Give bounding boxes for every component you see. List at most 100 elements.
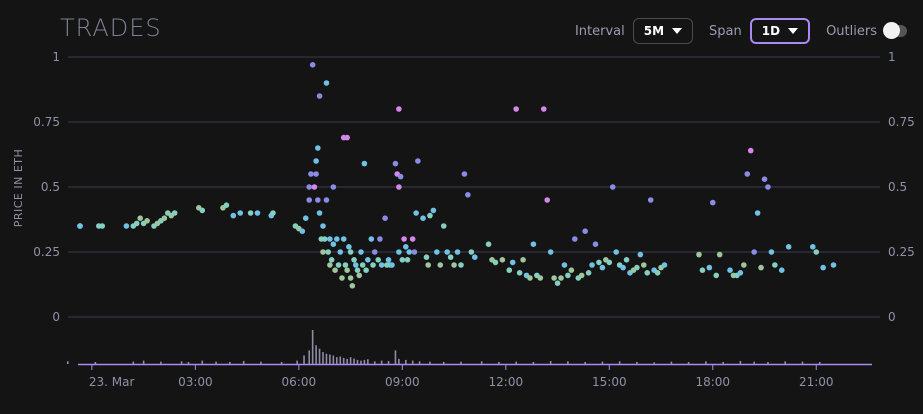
- chevron-down-icon: [672, 28, 683, 34]
- volume-bar: [349, 357, 352, 364]
- trade-point: [377, 236, 383, 242]
- grid-lines: [68, 56, 880, 318]
- chart-controls: Interval 5M Span 1D Outliers: [575, 16, 907, 46]
- trade-point: [99, 223, 106, 229]
- trade-point: [640, 262, 647, 268]
- trade-point: [413, 210, 419, 216]
- trade-point: [471, 254, 478, 260]
- volume-bar: [636, 361, 638, 364]
- volume-bar: [818, 361, 821, 364]
- trade-point: [765, 184, 771, 190]
- volume-bar: [532, 361, 535, 364]
- trade-point: [778, 267, 785, 274]
- trade-point: [368, 236, 375, 242]
- trade-point: [499, 257, 506, 263]
- x-tick-label: 03:00: [178, 375, 213, 389]
- trade-point: [77, 223, 83, 229]
- volume-bar: [280, 361, 283, 364]
- trade-point: [382, 215, 388, 221]
- volume-bar: [332, 355, 335, 364]
- trade-point: [716, 251, 723, 258]
- trade-point: [346, 244, 352, 250]
- span-dropdown[interactable]: 1D: [749, 18, 811, 44]
- trade-point: [582, 228, 588, 234]
- trade-point: [427, 212, 433, 219]
- trade-point: [440, 223, 447, 229]
- trade-point: [513, 106, 519, 112]
- volume-bar: [363, 359, 366, 364]
- volume-bar: [722, 361, 724, 364]
- trade-point: [406, 249, 413, 255]
- trade-point: [830, 262, 837, 268]
- volume-bar: [687, 361, 690, 364]
- trade-point: [389, 262, 395, 268]
- trade-point: [342, 262, 349, 268]
- trade-point: [144, 218, 150, 224]
- trade-point: [785, 244, 792, 250]
- trade-point: [133, 220, 140, 227]
- span-value: 1D: [761, 24, 781, 38]
- trade-point: [337, 249, 344, 255]
- trade-point: [396, 106, 402, 112]
- volume-bar: [318, 348, 321, 364]
- x-tick-label: 18:00: [695, 375, 730, 389]
- trade-point: [430, 207, 437, 214]
- outliers-toggle[interactable]: [883, 22, 907, 39]
- axes: 1 1 0.75 0.75 0.5 0.5 0.25 0.25 0 0 23. Mar 03:00 06…: [33, 50, 914, 389]
- trade-point: [356, 272, 363, 279]
- volume-bars: [66, 330, 821, 364]
- volume-bar: [429, 361, 431, 364]
- y-tick-label-left: 0.25: [33, 245, 60, 259]
- trade-point: [592, 241, 599, 247]
- trade-point: [554, 280, 561, 287]
- trade-point: [425, 262, 432, 268]
- trade-point: [444, 249, 450, 255]
- trade-point: [634, 264, 640, 271]
- interval-dropdown[interactable]: 5M: [632, 18, 694, 44]
- trade-point: [313, 158, 319, 164]
- trade-point: [137, 215, 143, 221]
- trade-point: [315, 145, 321, 151]
- trade-point: [315, 197, 321, 203]
- trade-point: [351, 257, 357, 263]
- trade-point: [306, 197, 313, 203]
- trade-point: [547, 249, 554, 255]
- volume-bar: [339, 356, 342, 364]
- trade-point: [161, 215, 168, 221]
- trade-point: [527, 275, 533, 281]
- trade-point: [820, 264, 826, 271]
- volume-bar: [296, 360, 298, 364]
- trade-point: [537, 275, 544, 281]
- trade-point: [308, 171, 314, 177]
- volume-bar: [653, 362, 655, 364]
- trade-point: [606, 259, 613, 266]
- volume-bar: [346, 358, 348, 364]
- trade-point: [323, 197, 330, 203]
- trade-point: [589, 262, 595, 268]
- trade-point: [327, 236, 333, 242]
- trade-point: [565, 272, 571, 279]
- trade-point: [758, 264, 764, 271]
- trade-point: [596, 259, 602, 266]
- trade-point: [530, 241, 537, 247]
- volume-bar: [160, 361, 162, 364]
- volume-bar: [356, 359, 359, 364]
- trade-point: [585, 270, 592, 276]
- volume-bar: [187, 361, 190, 364]
- trade-point: [247, 210, 254, 216]
- trade-point: [461, 171, 468, 177]
- trade-point: [558, 275, 564, 281]
- x-tick-label: 15:00: [592, 375, 627, 389]
- trade-point: [171, 210, 178, 216]
- volume-bar: [325, 353, 328, 364]
- trade-point: [330, 241, 337, 247]
- trade-point: [328, 257, 335, 263]
- trade-point: [709, 199, 716, 206]
- interval-label: Interval: [574, 23, 625, 39]
- trade-point: [401, 236, 407, 242]
- trade-point: [339, 275, 345, 281]
- volume-bar: [387, 360, 390, 364]
- volume-bar: [498, 361, 500, 364]
- trade-point: [237, 210, 244, 216]
